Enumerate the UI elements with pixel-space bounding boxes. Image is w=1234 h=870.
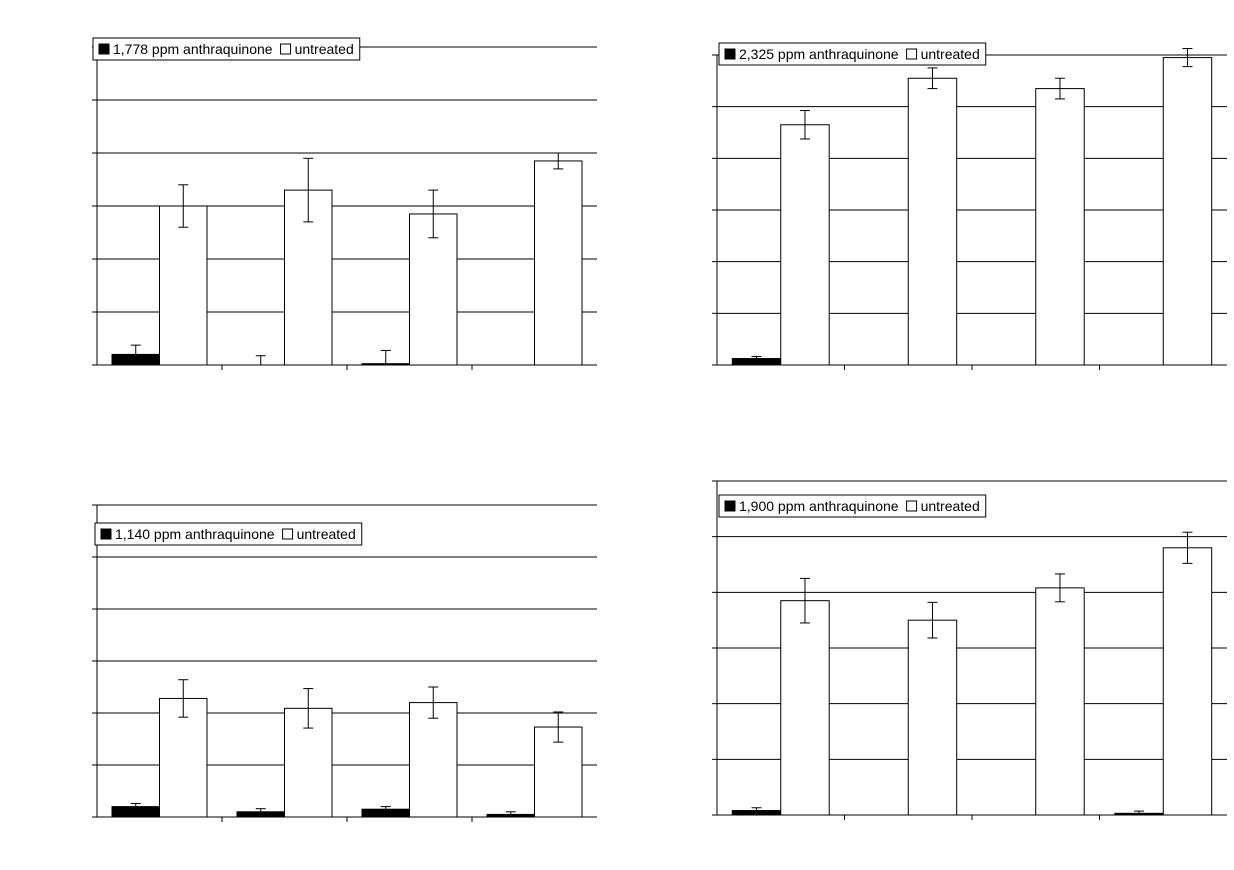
untreated-bar: [159, 697, 208, 818]
legend-label-treated: 1,900 ppm anthraquinone: [739, 498, 899, 514]
untreated-bar: [1035, 587, 1085, 816]
legend-swatch-untreated: [280, 43, 292, 55]
untreated-bar: [284, 189, 333, 366]
legend-box: [718, 494, 987, 518]
legend-label-treated: 1,140 ppm anthraquinone: [115, 526, 275, 542]
legend-swatch-treated: [724, 48, 736, 60]
chart-panel-a: 1,778 ppm anthraquinone untreated: [92, 37, 597, 370]
untreated-bar: [159, 205, 208, 366]
untreated-bar: [907, 619, 958, 816]
legend: 1,140 ppm anthraquinone untreated: [94, 522, 363, 546]
untreated-bar: [1162, 57, 1213, 366]
untreated-bar: [409, 213, 458, 366]
legend-box: [718, 42, 987, 66]
legend-swatch-untreated: [282, 528, 294, 540]
legend-box: [92, 37, 361, 61]
legend-label-untreated: untreated: [297, 526, 356, 542]
untreated-bar: [1162, 547, 1213, 816]
legend-swatch-treated: [724, 500, 736, 512]
legend: 1,900 ppm anthraquinone untreated: [718, 494, 987, 518]
legend-label-treated: 1,778 ppm anthraquinone: [113, 41, 273, 57]
legend-swatch-untreated: [906, 48, 918, 60]
chart-panel-b: 2,325 ppm anthraquinone untreated: [712, 42, 1227, 370]
legend-swatch-treated: [100, 528, 112, 540]
legend-box: [94, 522, 363, 546]
chart-panel-c: 1,140 ppm anthraquinone untreated: [92, 504, 597, 822]
chart-panel-d: 1,900 ppm anthraquinone untreated: [712, 480, 1227, 820]
legend-label-untreated: untreated: [921, 46, 980, 62]
untreated-bar: [780, 124, 830, 366]
legend-label-treated: 2,325 ppm anthraquinone: [739, 46, 899, 62]
legend: 2,325 ppm anthraquinone untreated: [718, 42, 987, 66]
untreated-bar: [907, 77, 958, 366]
legend-swatch-treated: [98, 43, 110, 55]
legend-label-untreated: untreated: [295, 41, 354, 57]
legend-swatch-untreated: [906, 500, 918, 512]
untreated-bar: [409, 702, 458, 818]
untreated-bar: [1035, 88, 1085, 366]
untreated-bar: [780, 600, 830, 816]
untreated-bar: [534, 160, 583, 366]
legend: 1,778 ppm anthraquinone untreated: [92, 37, 361, 61]
legend-label-untreated: untreated: [921, 498, 980, 514]
